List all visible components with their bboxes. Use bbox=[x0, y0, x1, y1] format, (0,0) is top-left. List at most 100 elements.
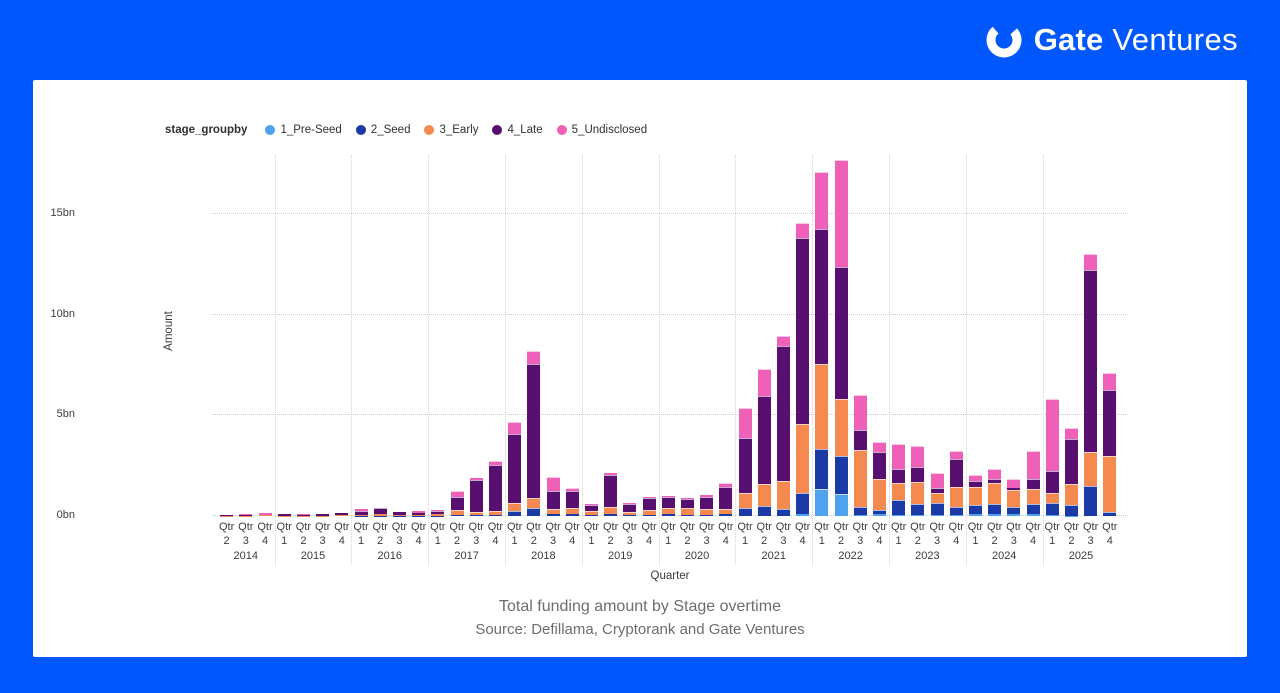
segment-2020-q2-4_Late[interactable] bbox=[680, 499, 694, 508]
segment-2023-q4-1_Pre-Seed[interactable] bbox=[949, 515, 963, 516]
bar-2015-q3[interactable] bbox=[316, 514, 330, 516]
segment-2018-q3-5_Undisclosed[interactable] bbox=[546, 476, 560, 491]
segment-2023-q4-2_Seed[interactable] bbox=[949, 507, 963, 515]
segment-2015-q2-5_Undisclosed[interactable] bbox=[296, 514, 310, 516]
segment-2021-q1-5_Undisclosed[interactable] bbox=[738, 407, 752, 438]
segment-2016-q1-3_Early[interactable] bbox=[354, 514, 368, 516]
segment-2018-q1-3_Early[interactable] bbox=[508, 503, 522, 511]
segment-2022-q3-1_Pre-Seed[interactable] bbox=[853, 515, 867, 516]
segment-2019-q4-3_Early[interactable] bbox=[642, 509, 656, 515]
bar-2017-q3[interactable] bbox=[469, 477, 483, 516]
segment-2023-q4-4_Late[interactable] bbox=[949, 458, 963, 488]
segment-2023-q1-3_Early[interactable] bbox=[892, 482, 906, 501]
segment-2024-q3-3_Early[interactable] bbox=[1007, 489, 1021, 507]
segment-2022-q2-2_Seed[interactable] bbox=[834, 455, 848, 495]
segment-2020-q2-3_Early[interactable] bbox=[680, 507, 694, 515]
segment-2025-q1-2_Seed[interactable] bbox=[1045, 502, 1059, 515]
segment-2024-q1-2_Seed[interactable] bbox=[968, 505, 982, 515]
segment-2025-q1-4_Late[interactable] bbox=[1045, 470, 1059, 493]
segment-2018-q3-3_Early[interactable] bbox=[546, 508, 560, 514]
segment-2017-q2-5_Undisclosed[interactable] bbox=[450, 490, 464, 497]
segment-2021-q2-5_Undisclosed[interactable] bbox=[757, 369, 771, 396]
segment-2025-q4-2_Seed[interactable] bbox=[1103, 511, 1117, 516]
bar-2024-q2[interactable] bbox=[988, 469, 1002, 516]
segment-2016-q4-3_Early[interactable] bbox=[412, 514, 426, 516]
segment-2017-q3-3_Early[interactable] bbox=[469, 511, 483, 515]
legend-item-3_Early[interactable]: 3_Early bbox=[424, 124, 478, 136]
segment-2017-q3-2_Seed[interactable] bbox=[469, 515, 483, 516]
segment-2021-q1-2_Seed[interactable] bbox=[738, 507, 752, 516]
bar-2014-q2[interactable] bbox=[220, 515, 234, 516]
bar-2016-q2[interactable] bbox=[373, 507, 387, 516]
bar-2017-q1[interactable] bbox=[431, 510, 445, 516]
segment-2014-q4-4_Late[interactable] bbox=[258, 514, 272, 516]
segment-2024-q1-4_Late[interactable] bbox=[968, 480, 982, 487]
segment-2021-q1-3_Early[interactable] bbox=[738, 492, 752, 508]
segment-2019-q4-5_Undisclosed[interactable] bbox=[642, 496, 656, 498]
bar-2024-q3[interactable] bbox=[1007, 479, 1021, 516]
bar-2021-q2[interactable] bbox=[757, 369, 771, 516]
segment-2024-q1-5_Undisclosed[interactable] bbox=[968, 475, 982, 481]
segment-2024-q1-3_Early[interactable] bbox=[968, 486, 982, 506]
segment-2020-q1-5_Undisclosed[interactable] bbox=[661, 495, 675, 497]
segment-2016-q2-3_Early[interactable] bbox=[373, 514, 387, 516]
bar-2025-q2[interactable] bbox=[1064, 427, 1078, 516]
segment-2014-q4-5_Undisclosed[interactable] bbox=[258, 513, 272, 515]
segment-2018-q2-3_Early[interactable] bbox=[527, 498, 541, 509]
segment-2017-q1-3_Early[interactable] bbox=[431, 514, 445, 516]
segment-2025-q1-3_Early[interactable] bbox=[1045, 492, 1059, 503]
segment-2018-q3-4_Late[interactable] bbox=[546, 490, 560, 509]
segment-2018-q1-5_Undisclosed[interactable] bbox=[508, 422, 522, 435]
segment-2021-q3-4_Late[interactable] bbox=[776, 345, 790, 482]
segment-2018-q4-4_Late[interactable] bbox=[565, 490, 579, 508]
segment-2022-q2-1_Pre-Seed[interactable] bbox=[834, 494, 848, 516]
segment-2025-q2-3_Early[interactable] bbox=[1064, 484, 1078, 505]
segment-2022-q1-2_Seed[interactable] bbox=[815, 449, 829, 490]
segment-2024-q2-1_Pre-Seed[interactable] bbox=[988, 514, 1002, 516]
segment-2025-q3-5_Undisclosed[interactable] bbox=[1084, 253, 1098, 271]
segment-2017-q3-5_Undisclosed[interactable] bbox=[469, 477, 483, 480]
segment-2023-q1-1_Pre-Seed[interactable] bbox=[892, 515, 906, 516]
segment-2014-q3-4_Late[interactable] bbox=[239, 515, 253, 516]
segment-2022-q4-2_Seed[interactable] bbox=[872, 510, 886, 515]
segment-2021-q4-2_Seed[interactable] bbox=[796, 492, 810, 514]
segment-2024-q3-2_Seed[interactable] bbox=[1007, 506, 1021, 514]
segment-2020-q2-2_Seed[interactable] bbox=[680, 515, 694, 516]
segment-2019-q2-3_Early[interactable] bbox=[604, 506, 618, 514]
bar-2018-q4[interactable] bbox=[565, 487, 579, 516]
bar-2022-q1[interactable] bbox=[815, 171, 829, 516]
segment-2019-q3-5_Undisclosed[interactable] bbox=[623, 502, 637, 504]
segment-2019-q4-4_Late[interactable] bbox=[642, 497, 656, 510]
bar-2016-q3[interactable] bbox=[392, 511, 406, 516]
legend-item-1_Pre-Seed[interactable]: 1_Pre-Seed bbox=[265, 124, 342, 136]
segment-2024-q2-5_Undisclosed[interactable] bbox=[988, 469, 1002, 480]
bar-2020-q3[interactable] bbox=[700, 495, 714, 516]
segment-2019-q1-5_Undisclosed[interactable] bbox=[584, 504, 598, 506]
segment-2018-q2-5_Undisclosed[interactable] bbox=[527, 351, 541, 364]
segment-2023-q3-4_Late[interactable] bbox=[930, 488, 944, 494]
segment-2016-q1-4_Late[interactable] bbox=[354, 511, 368, 515]
bar-2018-q3[interactable] bbox=[546, 476, 560, 516]
bar-2021-q3[interactable] bbox=[776, 335, 790, 516]
bar-2015-q4[interactable] bbox=[335, 512, 349, 516]
bar-2021-q1[interactable] bbox=[738, 407, 752, 516]
bar-2015-q2[interactable] bbox=[296, 514, 310, 516]
bar-2024-q1[interactable] bbox=[968, 475, 982, 516]
segment-2019-q3-2_Seed[interactable] bbox=[623, 515, 637, 516]
segment-2018-q3-2_Seed[interactable] bbox=[546, 514, 560, 516]
segment-2023-q1-5_Undisclosed[interactable] bbox=[892, 444, 906, 470]
segment-2021-q1-4_Late[interactable] bbox=[738, 437, 752, 493]
segment-2017-q4-4_Late[interactable] bbox=[488, 464, 502, 511]
legend-item-4_Late[interactable]: 4_Late bbox=[492, 124, 543, 136]
segment-2018-q1-2_Seed[interactable] bbox=[508, 510, 522, 516]
segment-2023-q2-5_Undisclosed[interactable] bbox=[911, 446, 925, 468]
segment-2015-q4-5_Undisclosed[interactable] bbox=[335, 512, 349, 514]
bar-2018-q1[interactable] bbox=[508, 422, 522, 516]
segment-2017-q4-3_Early[interactable] bbox=[488, 510, 502, 515]
segment-2024-q2-3_Early[interactable] bbox=[988, 483, 1002, 505]
bar-2022-q4[interactable] bbox=[872, 441, 886, 516]
segment-2023-q2-3_Early[interactable] bbox=[911, 482, 925, 504]
bar-2015-q1[interactable] bbox=[277, 513, 291, 516]
segment-2024-q4-3_Early[interactable] bbox=[1026, 488, 1040, 504]
segment-2022-q4-4_Late[interactable] bbox=[872, 451, 886, 479]
